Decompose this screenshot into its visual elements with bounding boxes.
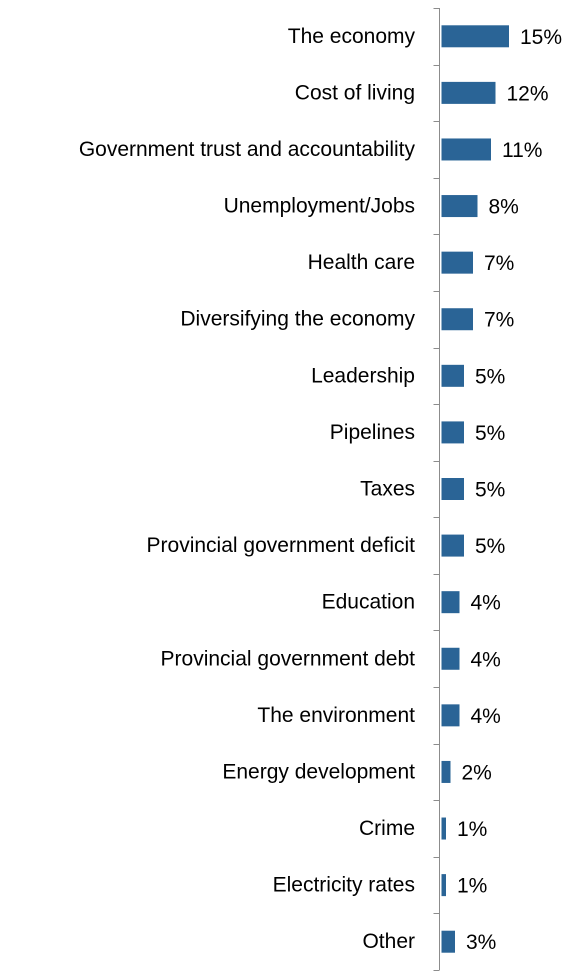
category-label: Crime	[359, 817, 415, 840]
data-label: 15%	[520, 26, 562, 49]
data-label: 4%	[471, 592, 501, 615]
bar	[441, 195, 478, 218]
category-label: Education	[322, 591, 415, 614]
category-label: Diversifying the economy	[180, 308, 415, 331]
category-label: Unemployment/Jobs	[224, 195, 415, 218]
bar	[441, 534, 464, 557]
bar	[441, 364, 464, 387]
data-label: 4%	[471, 705, 501, 728]
category-label: The environment	[257, 704, 415, 727]
bar	[441, 421, 464, 444]
bar	[441, 760, 451, 783]
data-label: 4%	[471, 648, 501, 671]
data-label: 5%	[475, 422, 505, 445]
bar	[441, 874, 446, 897]
bar	[441, 930, 455, 953]
data-label: 7%	[484, 252, 514, 275]
data-label: 1%	[457, 818, 487, 841]
data-label: 3%	[466, 931, 496, 954]
bar	[441, 704, 460, 727]
bar	[441, 647, 460, 670]
category-label: The economy	[288, 25, 416, 48]
category-label: Health care	[308, 251, 415, 274]
category-label: Energy development	[222, 760, 415, 783]
bar	[441, 817, 446, 840]
bar	[441, 138, 491, 161]
data-label: 12%	[507, 82, 549, 105]
data-label: 5%	[475, 535, 505, 558]
data-label: 1%	[457, 875, 487, 898]
data-label: 2%	[462, 761, 492, 784]
category-label: Leadership	[311, 364, 415, 387]
bars-layer	[441, 25, 509, 953]
data-label: 11%	[502, 139, 542, 162]
bar	[441, 478, 464, 500]
category-label: Cost of living	[295, 81, 415, 104]
category-label: Electricity rates	[273, 874, 415, 897]
category-label: Provincial government deficit	[147, 534, 416, 557]
bar	[441, 591, 460, 614]
bar	[441, 81, 496, 104]
data-label: 5%	[475, 365, 505, 388]
data-label: 5%	[475, 479, 505, 502]
category-label: Pipelines	[330, 421, 415, 444]
category-label: Government trust and accountability	[79, 138, 416, 161]
bar	[441, 25, 509, 48]
axis-layer	[433, 8, 440, 971]
bar	[441, 251, 473, 274]
category-label: Other	[362, 930, 415, 953]
data-label: 7%	[484, 309, 514, 332]
labels-layer: The economy 15% Cost of living 12% Governmen…	[79, 25, 562, 954]
category-label: Taxes	[360, 478, 415, 501]
bar	[441, 308, 473, 331]
data-label: 8%	[489, 196, 519, 219]
category-label: Provincial government debt	[161, 647, 416, 670]
